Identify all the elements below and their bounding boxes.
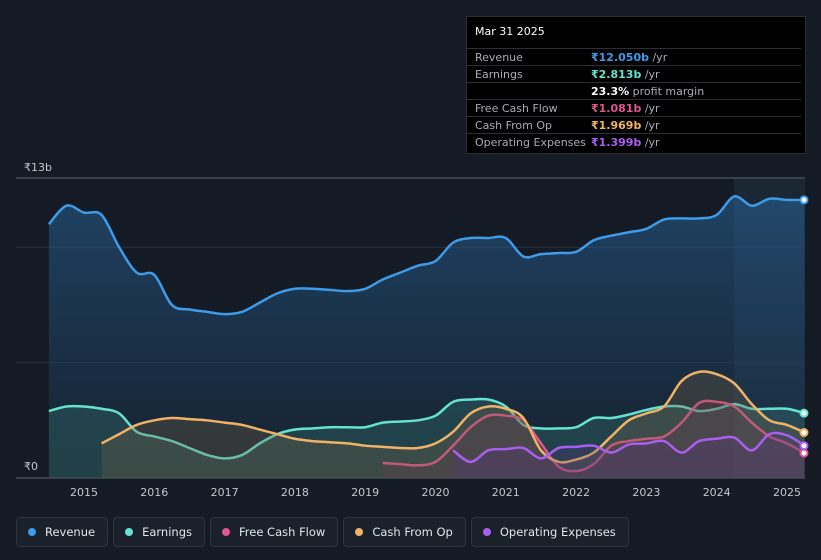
x-tick-label: 2021 (492, 486, 520, 499)
revenue-line (47, 195, 805, 316)
legend-item-earnings[interactable]: Earnings (113, 517, 205, 547)
cash-from-op-line (100, 370, 806, 464)
tooltip-value-unit: /yr (641, 136, 660, 149)
tooltip-value: ₹2.813b /yr (591, 68, 660, 81)
tooltip-label: Revenue (475, 51, 523, 64)
tooltip-value-unit: profit margin (629, 85, 705, 98)
tooltip-row: Earnings ₹2.813b /yr (467, 65, 801, 82)
legend-label: Operating Expenses (499, 525, 616, 539)
cash-from-op-area (101, 371, 805, 478)
earnings-line (48, 397, 805, 460)
legend-label: Revenue (45, 525, 96, 539)
legend: Revenue Earnings Free Cash Flow Cash From O… (16, 517, 629, 549)
tooltip-value: ₹1.081b /yr (591, 102, 660, 115)
tooltip-date: Mar 31 2025 (475, 25, 545, 38)
y-tick-label: ₹13b (24, 161, 52, 174)
tooltip-label: Free Cash Flow (475, 102, 558, 115)
tooltip-value: ₹1.969b /yr (591, 119, 660, 132)
legend-label: Earnings (142, 525, 192, 539)
free-cash-flow-line (382, 399, 806, 473)
operating-expenses-endpoint (799, 441, 809, 451)
tooltip-row: Revenue ₹12.050b /yr (467, 48, 801, 65)
x-tick-label: 2024 (703, 486, 731, 499)
tooltip-value-number: 23.3% (591, 85, 630, 98)
x-tick-label: 2023 (632, 486, 660, 499)
legend-item-revenue[interactable]: Revenue (16, 517, 109, 547)
free-cash-flow-area (382, 400, 805, 478)
earnings-endpoint (799, 408, 809, 418)
tooltip-row: 23.3% profit margin (467, 82, 801, 99)
legend-dot-icon (125, 528, 134, 536)
tooltip-label: Earnings (475, 68, 523, 81)
tooltip-row: Cash From Op ₹1.969b /yr (467, 116, 801, 133)
free-cash-flow-endpoint (799, 448, 809, 458)
tooltip-value: ₹12.050b /yr (591, 51, 667, 64)
tooltip-row: Operating Expenses ₹1.399b /yr (467, 133, 801, 150)
tooltip-value: ₹1.399b /yr (591, 136, 660, 149)
tooltip-value-unit: /yr (641, 102, 660, 115)
revenue-endpoint (799, 195, 809, 205)
operating-expenses-area (453, 432, 805, 478)
cash-from-op-endpoint (799, 428, 809, 438)
x-tick-label: 2022 (562, 486, 590, 499)
legend-dot-icon (28, 528, 36, 536)
tooltip-value-unit: /yr (641, 68, 660, 81)
tooltip-value-number: ₹2.813b (591, 68, 642, 81)
x-tick-label: 2017 (211, 486, 239, 499)
x-tick-label: 2018 (281, 486, 309, 499)
x-tick-label: 2020 (422, 486, 450, 499)
x-tick-label: 2016 (140, 486, 168, 499)
tooltip-label: Cash From Op (475, 119, 553, 132)
legend-item-cash-from-op[interactable]: Cash From Op (343, 517, 466, 547)
tooltip-value-unit: /yr (648, 51, 668, 64)
tooltip-value-number: ₹1.081b (591, 102, 642, 115)
earnings-area (48, 398, 805, 478)
legend-label: Cash From Op (372, 525, 453, 539)
x-tick-label: 2015 (70, 486, 98, 499)
tooltip-row: Free Cash Flow ₹1.081b /yr (467, 99, 801, 116)
legend-label: Free Cash Flow (239, 525, 326, 539)
x-tick-label: 2025 (773, 486, 801, 499)
tooltip-value-number: ₹1.969b (591, 119, 642, 132)
revenue-area (48, 196, 805, 479)
y-tick-label: ₹0 (24, 460, 38, 473)
x-tick-label: 2019 (351, 486, 379, 499)
operating-expenses-line (452, 431, 806, 464)
legend-item-operating-expenses[interactable]: Operating Expenses (470, 517, 629, 547)
legend-dot-icon (222, 528, 230, 536)
legend-dot-icon (355, 528, 364, 536)
legend-dot-icon (482, 528, 491, 536)
legend-item-free-cash-flow[interactable]: Free Cash Flow (210, 517, 339, 547)
tooltip-value-number: ₹12.050b (591, 51, 649, 64)
tooltip-label: Operating Expenses (475, 136, 586, 149)
tooltip-value-number: ₹1.399b (591, 136, 642, 149)
tooltip-panel: Mar 31 2025 Revenue ₹12.050b /yr Earnings ₹… (466, 16, 806, 154)
tooltip-value: 23.3% profit margin (591, 85, 704, 98)
tooltip-value-unit: /yr (641, 119, 660, 132)
